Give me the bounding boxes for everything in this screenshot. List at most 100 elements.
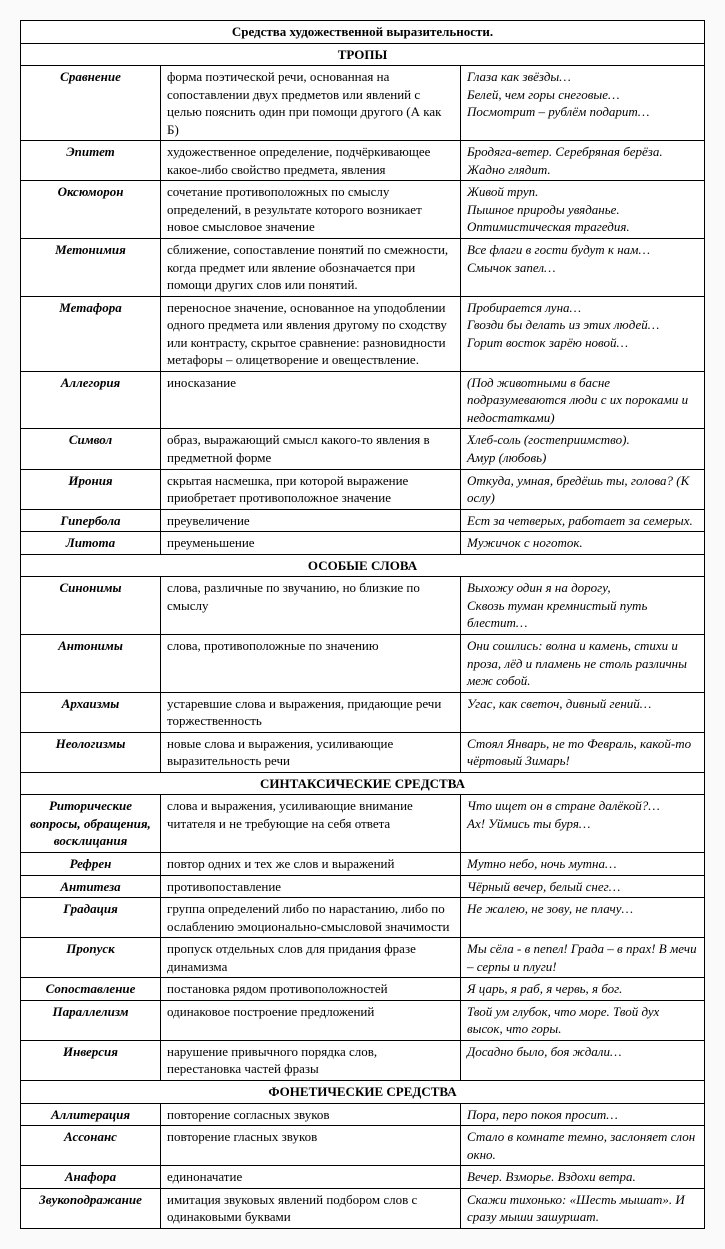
term-cell: Ассонанс bbox=[21, 1126, 161, 1166]
section-header: ФОНЕТИЧЕСКИЕ СРЕДСТВА bbox=[21, 1080, 705, 1103]
table-row: Символобраз, выражающий смысл какого-то … bbox=[21, 429, 705, 469]
table-row: Метонимиясближение, сопоставление поняти… bbox=[21, 239, 705, 297]
example-cell: Я царь, я раб, я червь, я бог. bbox=[461, 978, 705, 1001]
definition-cell: группа определений либо по нарастанию, л… bbox=[161, 898, 461, 938]
table-row: ГиперболапреувеличениеЕст за четверых, р… bbox=[21, 509, 705, 532]
term-cell: Сопоставление bbox=[21, 978, 161, 1001]
example-cell: Пробирается луна…Гвозди бы делать из эти… bbox=[461, 296, 705, 371]
example-cell: Досадно было, боя ждали… bbox=[461, 1040, 705, 1080]
definition-cell: новые слова и выражения, усиливающие выр… bbox=[161, 732, 461, 772]
example-cell: Стоял Январь, не то Февраль, какой-то чё… bbox=[461, 732, 705, 772]
term-cell: Литота bbox=[21, 532, 161, 555]
table-row: Аллитерацияповторение согласных звуковПо… bbox=[21, 1103, 705, 1126]
table-row: Синонимыслова, различные по звучанию, но… bbox=[21, 577, 705, 635]
definition-cell: устаревшие слова и выражения, придающие … bbox=[161, 692, 461, 732]
table-row: Аллегорияиносказание(Под животными в бас… bbox=[21, 371, 705, 429]
term-cell: Символ bbox=[21, 429, 161, 469]
example-cell: Глаза как звёзды…Белей, чем горы снеговы… bbox=[461, 66, 705, 141]
definition-cell: слова, различные по звучанию, но близкие… bbox=[161, 577, 461, 635]
table-row: Неологизмыновые слова и выражения, усили… bbox=[21, 732, 705, 772]
definition-cell: переносное значение, основанное на уподо… bbox=[161, 296, 461, 371]
table-row: АнафораединоначатиеВечер. Взморье. Вздох… bbox=[21, 1166, 705, 1189]
definition-cell: единоначатие bbox=[161, 1166, 461, 1189]
example-cell: Мы сёла - в пепел! Града – в прах! В меч… bbox=[461, 938, 705, 978]
example-cell: Все флаги в гости будут к нам…Смычок зап… bbox=[461, 239, 705, 297]
term-cell: Ирония bbox=[21, 469, 161, 509]
term-cell: Метонимия bbox=[21, 239, 161, 297]
term-cell: Метафора bbox=[21, 296, 161, 371]
example-cell: Скажи тихонько: «Шесть мышат». И сразу м… bbox=[461, 1188, 705, 1228]
example-cell: (Под животными в басне подразумеваются л… bbox=[461, 371, 705, 429]
term-cell: Инверсия bbox=[21, 1040, 161, 1080]
term-cell: Аллитерация bbox=[21, 1103, 161, 1126]
example-cell: Стало в комнате темно, заслоняет слон ок… bbox=[461, 1126, 705, 1166]
example-cell: Живой труп.Пышное природы увяданье.Оптим… bbox=[461, 181, 705, 239]
section-header: ОСОБЫЕ СЛОВА bbox=[21, 554, 705, 577]
definition-cell: преувеличение bbox=[161, 509, 461, 532]
term-cell: Градация bbox=[21, 898, 161, 938]
table-row: Иронияскрытая насмешка, при которой выра… bbox=[21, 469, 705, 509]
definition-cell: противопоставление bbox=[161, 875, 461, 898]
definition-cell: скрытая насмешка, при которой выражение … bbox=[161, 469, 461, 509]
definition-cell: художественное определение, подчёркивающ… bbox=[161, 141, 461, 181]
definition-cell: нарушение привычного порядка слов, перес… bbox=[161, 1040, 461, 1080]
table-row: Оксюморонсочетание противоположных по см… bbox=[21, 181, 705, 239]
definition-cell: повторение согласных звуков bbox=[161, 1103, 461, 1126]
definition-cell: сочетание противоположных по смыслу опре… bbox=[161, 181, 461, 239]
example-cell: Не жалею, не зову, не плачу… bbox=[461, 898, 705, 938]
example-cell: Чёрный вечер, белый снег… bbox=[461, 875, 705, 898]
example-cell: Мутно небо, ночь мутна… bbox=[461, 852, 705, 875]
term-cell: Синонимы bbox=[21, 577, 161, 635]
table-row: Ассонансповторение гласных звуковСтало в… bbox=[21, 1126, 705, 1166]
example-cell: Хлеб-соль (гостеприимство).Амур (любовь) bbox=[461, 429, 705, 469]
table-row: Сопоставлениепостановка рядом противопол… bbox=[21, 978, 705, 1001]
table-row: Инверсиянарушение привычного порядка сло… bbox=[21, 1040, 705, 1080]
definition-cell: пропуск отдельных слов для придания фраз… bbox=[161, 938, 461, 978]
table-row: Архаизмыустаревшие слова и выражения, пр… bbox=[21, 692, 705, 732]
definition-cell: слова и выражения, усиливающие внимание … bbox=[161, 795, 461, 853]
example-cell: Ест за четверых, работает за семерых. bbox=[461, 509, 705, 532]
literary-devices-table: Средства художественной выразительности.… bbox=[20, 20, 705, 1229]
table-row: ЛитотапреуменьшениеМужичок с ноготок. bbox=[21, 532, 705, 555]
term-cell: Анафора bbox=[21, 1166, 161, 1189]
example-cell: Угас, как светоч, дивный гений… bbox=[461, 692, 705, 732]
term-cell: Параллелизм bbox=[21, 1000, 161, 1040]
table-row: Сравнениеформа поэтической речи, основан… bbox=[21, 66, 705, 141]
term-cell: Антонимы bbox=[21, 634, 161, 692]
term-cell: Эпитет bbox=[21, 141, 161, 181]
term-cell: Аллегория bbox=[21, 371, 161, 429]
definition-cell: форма поэтической речи, основанная на со… bbox=[161, 66, 461, 141]
definition-cell: слова, противоположные по значению bbox=[161, 634, 461, 692]
table-row: Антонимыслова, противоположные по значен… bbox=[21, 634, 705, 692]
definition-cell: иносказание bbox=[161, 371, 461, 429]
definition-cell: имитация звуковых явлений подбором слов … bbox=[161, 1188, 461, 1228]
term-cell: Антитеза bbox=[21, 875, 161, 898]
table-row: Параллелизмодинаковое построение предлож… bbox=[21, 1000, 705, 1040]
section-header: СИНТАКСИЧЕСКИЕ СРЕДСТВА bbox=[21, 772, 705, 795]
term-cell: Рефрен bbox=[21, 852, 161, 875]
definition-cell: постановка рядом противоположностей bbox=[161, 978, 461, 1001]
section-header: ТРОПЫ bbox=[21, 43, 705, 66]
example-cell: Вечер. Взморье. Вздохи ветра. bbox=[461, 1166, 705, 1189]
table-row: Пропускпропуск отдельных слов для придан… bbox=[21, 938, 705, 978]
definition-cell: одинаковое построение предложений bbox=[161, 1000, 461, 1040]
definition-cell: повторение гласных звуков bbox=[161, 1126, 461, 1166]
term-cell: Гипербола bbox=[21, 509, 161, 532]
table-row: Эпитетхудожественное определение, подчёр… bbox=[21, 141, 705, 181]
definition-cell: преуменьшение bbox=[161, 532, 461, 555]
table-row: Рефренповтор одних и тех же слов и выраж… bbox=[21, 852, 705, 875]
example-cell: Они сошлись: волна и камень, стихи и про… bbox=[461, 634, 705, 692]
table-row: Метафорапереносное значение, основанное … bbox=[21, 296, 705, 371]
example-cell: Твой ум глубок, что море. Твой дух высок… bbox=[461, 1000, 705, 1040]
definition-cell: повтор одних и тех же слов и выражений bbox=[161, 852, 461, 875]
term-cell: Неологизмы bbox=[21, 732, 161, 772]
table-row: Риторические вопросы, обращения, восклиц… bbox=[21, 795, 705, 853]
term-cell: Пропуск bbox=[21, 938, 161, 978]
term-cell: Оксюморон bbox=[21, 181, 161, 239]
term-cell: Архаизмы bbox=[21, 692, 161, 732]
term-cell: Риторические вопросы, обращения, восклиц… bbox=[21, 795, 161, 853]
table-row: АнтитезапротивопоставлениеЧёрный вечер, … bbox=[21, 875, 705, 898]
table-row: Градациягруппа определений либо по нарас… bbox=[21, 898, 705, 938]
definition-cell: образ, выражающий смысл какого-то явлени… bbox=[161, 429, 461, 469]
example-cell: Мужичок с ноготок. bbox=[461, 532, 705, 555]
